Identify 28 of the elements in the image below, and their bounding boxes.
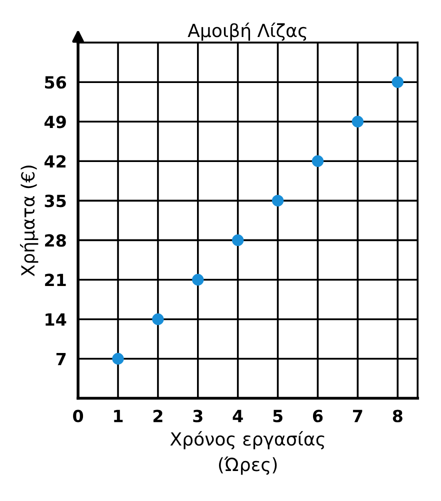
y-tick-label: 7 [56, 352, 66, 366]
x-tick-label: 6 [312, 410, 323, 422]
x-axis-title: Χρόνος εργασίας (Ώρες) [170, 431, 324, 475]
y-axis-title: Χρήματα (€) [20, 166, 38, 276]
point [152, 313, 164, 326]
point [392, 76, 404, 88]
point [352, 116, 364, 128]
x-tick-label: 2 [153, 410, 162, 422]
y-tick-label: 42 [44, 155, 66, 168]
chart-title: Αμοιβή Λίζας [188, 22, 306, 41]
x-tick-label: 5 [273, 410, 282, 422]
y-tick-label: 49 [44, 116, 66, 128]
point [272, 194, 284, 207]
x-tick-label: 3 [193, 410, 202, 422]
x-tick-label: 8 [392, 410, 402, 422]
y-tick-label: 21 [45, 274, 66, 286]
y-tick-label: 28 [45, 234, 66, 247]
y-tick-label: 14 [46, 313, 66, 326]
point [112, 352, 124, 365]
point [192, 274, 204, 286]
point [232, 234, 244, 246]
y-tick-label: 35 [44, 194, 66, 208]
point [312, 155, 324, 167]
x-tick-label: 7 [353, 410, 362, 422]
x-tick-label: 0 [73, 410, 84, 422]
x-tick-label: 4 [232, 410, 243, 422]
x-tick-label: 1 [114, 410, 123, 422]
y-tick-label: 56 [45, 76, 66, 89]
